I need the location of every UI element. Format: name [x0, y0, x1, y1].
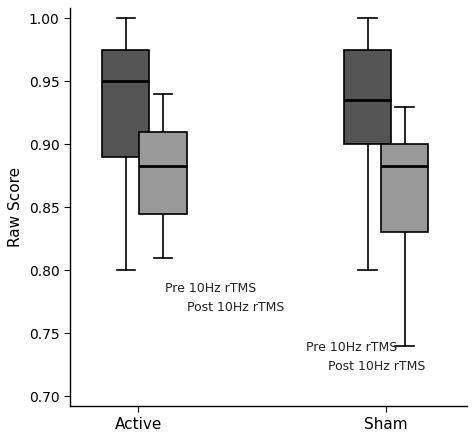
Text: Pre 10Hz rTMS: Pre 10Hz rTMS: [306, 341, 397, 354]
Y-axis label: Raw Score: Raw Score: [9, 167, 23, 247]
Bar: [381, 144, 428, 232]
Text: Post 10Hz rTMS: Post 10Hz rTMS: [187, 301, 285, 314]
Bar: [140, 132, 187, 213]
Bar: [344, 50, 391, 144]
Text: Pre 10Hz rTMS: Pre 10Hz rTMS: [165, 282, 256, 295]
Text: Post 10Hz rTMS: Post 10Hz rTMS: [328, 360, 425, 373]
Bar: [102, 50, 149, 157]
